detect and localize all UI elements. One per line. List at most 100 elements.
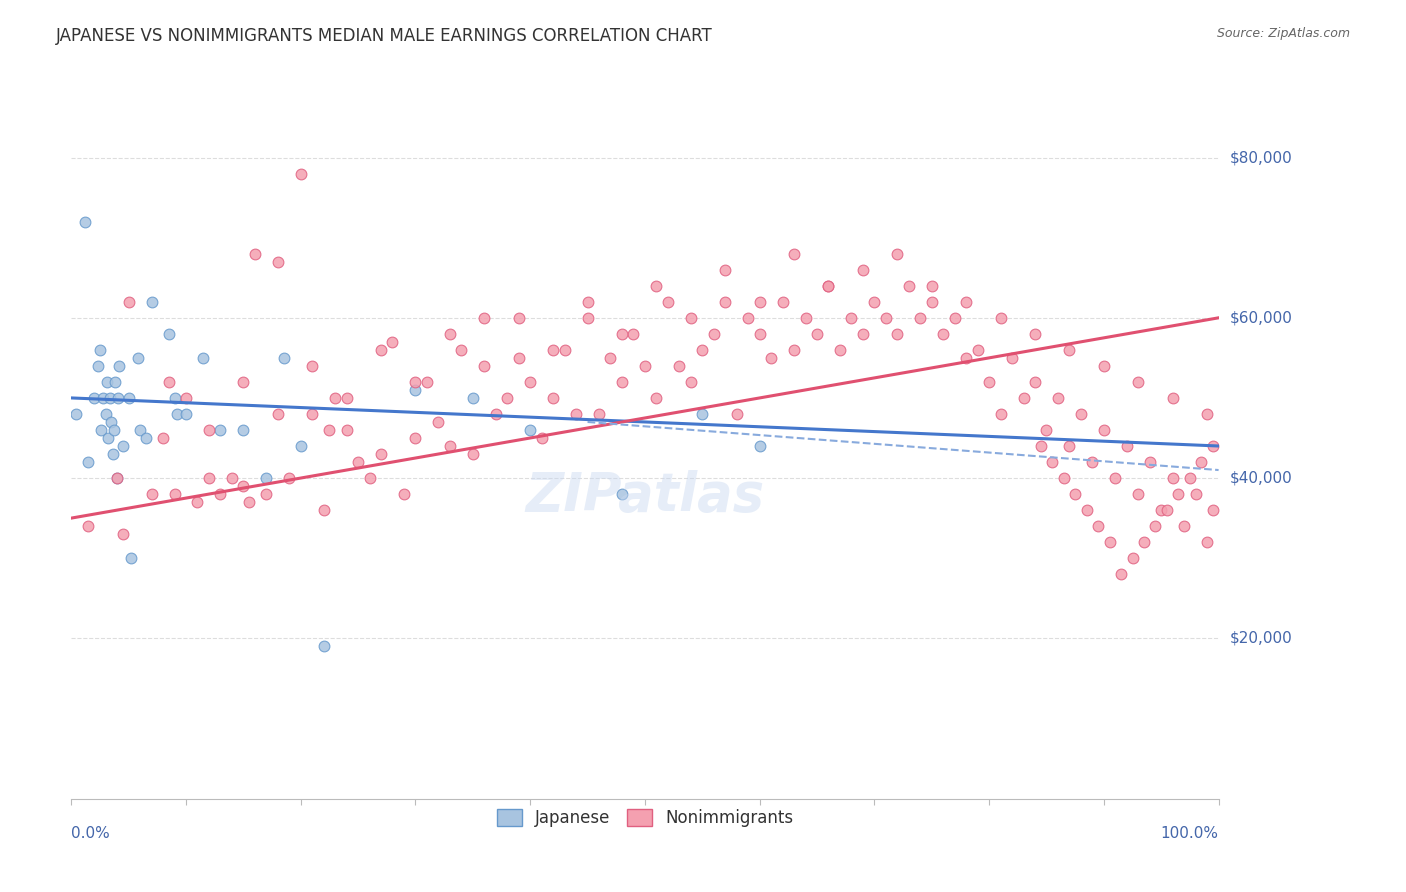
Point bbox=[897, 278, 920, 293]
Point bbox=[1064, 487, 1087, 501]
Point bbox=[817, 278, 839, 293]
Point bbox=[243, 246, 266, 260]
Text: ZIPatlas: ZIPatlas bbox=[526, 470, 765, 522]
Point bbox=[273, 351, 295, 365]
Point bbox=[290, 439, 312, 453]
Point bbox=[599, 351, 621, 365]
Point bbox=[120, 551, 142, 566]
Text: $80,000: $80,000 bbox=[1230, 150, 1292, 165]
Point bbox=[841, 310, 863, 325]
Point bbox=[439, 326, 461, 341]
Point bbox=[96, 375, 118, 389]
Point bbox=[645, 391, 668, 405]
Point bbox=[990, 407, 1012, 421]
Point bbox=[209, 423, 232, 437]
Point bbox=[254, 471, 277, 485]
Point bbox=[461, 391, 484, 405]
Point bbox=[1115, 439, 1137, 453]
Point bbox=[312, 503, 335, 517]
Point bbox=[427, 415, 450, 429]
Point bbox=[101, 447, 124, 461]
Point bbox=[198, 423, 221, 437]
Point bbox=[1081, 455, 1104, 469]
Point bbox=[955, 351, 977, 365]
Point bbox=[748, 439, 770, 453]
Point bbox=[254, 487, 277, 501]
Point bbox=[111, 527, 134, 541]
Point bbox=[152, 431, 174, 445]
Point bbox=[1059, 439, 1081, 453]
Point bbox=[1150, 503, 1173, 517]
Point bbox=[1092, 423, 1115, 437]
Point bbox=[336, 391, 359, 405]
Point bbox=[759, 351, 782, 365]
Point bbox=[141, 294, 163, 309]
Point bbox=[875, 310, 897, 325]
Point bbox=[98, 391, 121, 405]
Point bbox=[1144, 519, 1167, 533]
Point bbox=[100, 415, 122, 429]
Point bbox=[485, 407, 508, 421]
Point bbox=[94, 407, 117, 421]
Point bbox=[1139, 455, 1161, 469]
Point bbox=[416, 375, 439, 389]
Point bbox=[301, 359, 323, 373]
Point bbox=[794, 310, 817, 325]
Point bbox=[77, 519, 100, 533]
Point bbox=[828, 343, 851, 357]
Point bbox=[318, 423, 340, 437]
Point bbox=[554, 343, 576, 357]
Point bbox=[772, 294, 794, 309]
Text: JAPANESE VS NONIMMIGRANTS MEDIAN MALE EARNINGS CORRELATION CHART: JAPANESE VS NONIMMIGRANTS MEDIAN MALE EA… bbox=[56, 27, 713, 45]
Text: $20,000: $20,000 bbox=[1230, 631, 1292, 646]
Point bbox=[576, 294, 599, 309]
Point bbox=[127, 351, 149, 365]
Point bbox=[105, 471, 128, 485]
Point bbox=[610, 326, 633, 341]
Point bbox=[634, 359, 657, 373]
Point bbox=[111, 439, 134, 453]
Point bbox=[1156, 503, 1178, 517]
Point bbox=[623, 326, 645, 341]
Point bbox=[1001, 351, 1024, 365]
Point bbox=[105, 471, 128, 485]
Point bbox=[576, 310, 599, 325]
Point bbox=[714, 262, 737, 277]
Point bbox=[83, 391, 105, 405]
Point bbox=[519, 423, 541, 437]
Point bbox=[232, 375, 254, 389]
Point bbox=[1046, 391, 1069, 405]
Point bbox=[290, 167, 312, 181]
Point bbox=[238, 495, 260, 509]
Point bbox=[943, 310, 966, 325]
Point bbox=[129, 423, 152, 437]
Point bbox=[921, 278, 943, 293]
Point bbox=[461, 447, 484, 461]
Point bbox=[163, 391, 186, 405]
Point bbox=[990, 310, 1012, 325]
Point bbox=[645, 278, 668, 293]
Point bbox=[103, 423, 125, 437]
Point bbox=[1070, 407, 1092, 421]
Point bbox=[748, 326, 770, 341]
Point bbox=[312, 640, 335, 654]
Point bbox=[852, 326, 875, 341]
Text: Source: ZipAtlas.com: Source: ZipAtlas.com bbox=[1216, 27, 1350, 40]
Point bbox=[1189, 455, 1212, 469]
Point bbox=[1167, 487, 1189, 501]
Point bbox=[1128, 487, 1150, 501]
Point bbox=[186, 495, 208, 509]
Point bbox=[336, 423, 359, 437]
Point bbox=[737, 310, 759, 325]
Point bbox=[221, 471, 243, 485]
Point bbox=[508, 351, 530, 365]
Point bbox=[1122, 551, 1144, 566]
Point bbox=[1024, 375, 1046, 389]
Point bbox=[439, 439, 461, 453]
Point bbox=[108, 359, 131, 373]
Point bbox=[806, 326, 828, 341]
Point bbox=[1087, 519, 1109, 533]
Point bbox=[1098, 535, 1121, 549]
Point bbox=[392, 487, 415, 501]
Point bbox=[157, 326, 180, 341]
